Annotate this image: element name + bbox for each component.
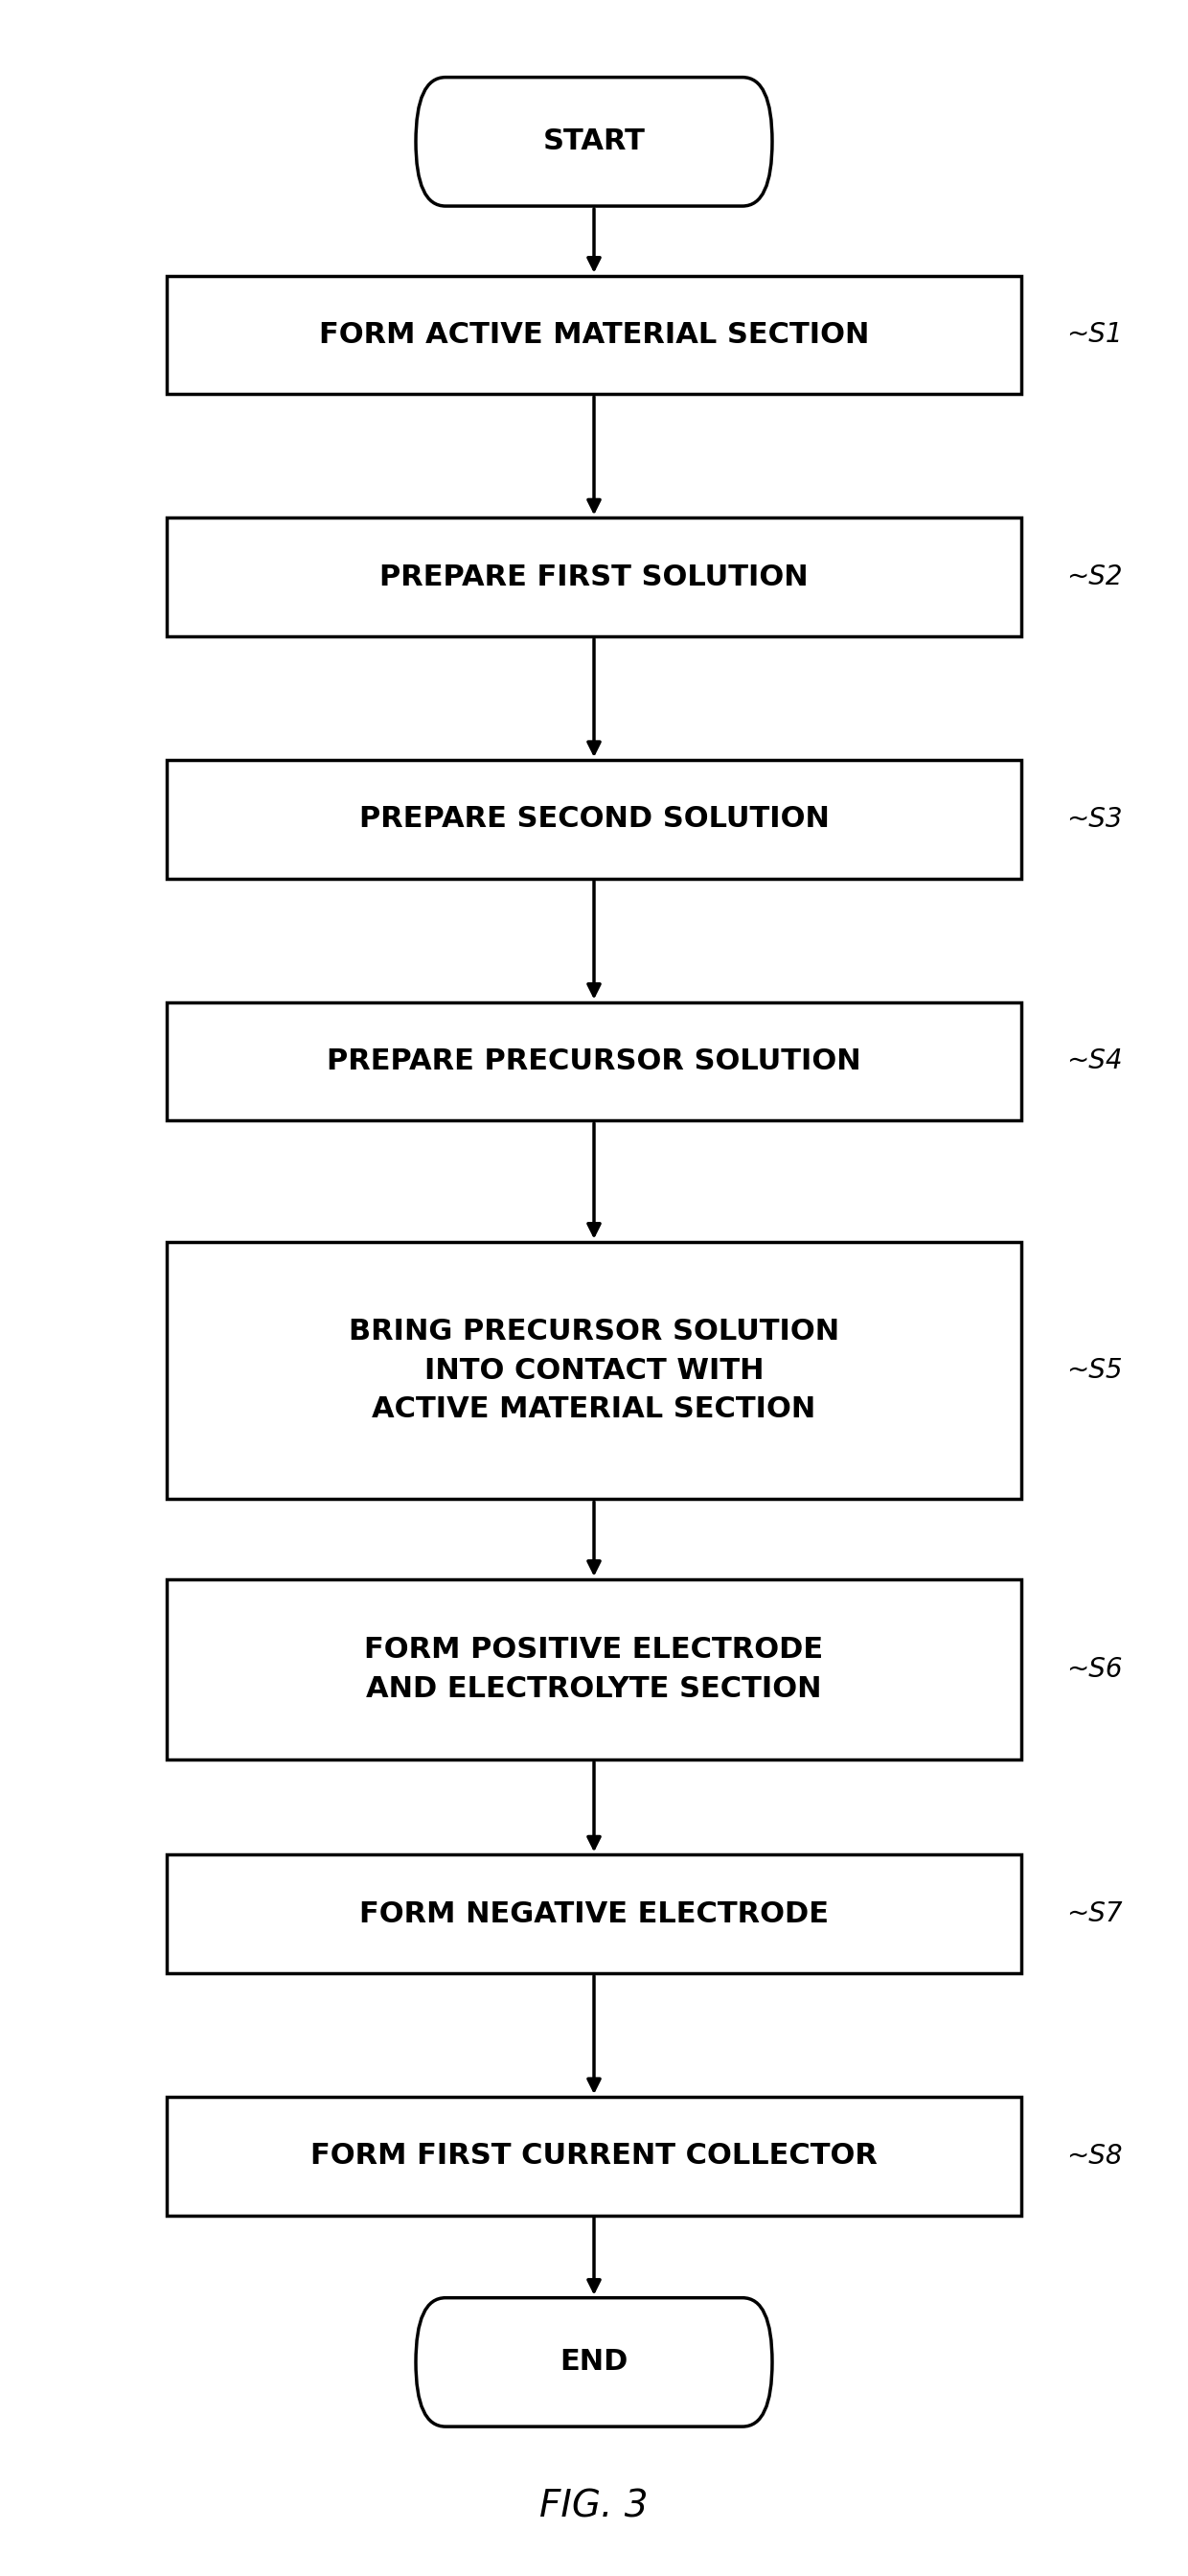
FancyBboxPatch shape [166,1579,1022,1759]
Text: ~S8: ~S8 [1067,2143,1123,2169]
Text: PREPARE FIRST SOLUTION: PREPARE FIRST SOLUTION [380,564,808,590]
Text: ~S3: ~S3 [1067,806,1123,832]
FancyBboxPatch shape [166,1002,1022,1121]
Text: ~S2: ~S2 [1067,564,1123,590]
FancyBboxPatch shape [166,518,1022,636]
Text: PREPARE PRECURSOR SOLUTION: PREPARE PRECURSOR SOLUTION [327,1048,861,1074]
Text: FORM NEGATIVE ELECTRODE: FORM NEGATIVE ELECTRODE [359,1901,829,1927]
Text: FORM POSITIVE ELECTRODE
AND ELECTROLYTE SECTION: FORM POSITIVE ELECTRODE AND ELECTROLYTE … [365,1636,823,1703]
FancyBboxPatch shape [166,276,1022,394]
Text: START: START [543,129,645,155]
Text: FORM ACTIVE MATERIAL SECTION: FORM ACTIVE MATERIAL SECTION [318,322,870,348]
FancyBboxPatch shape [416,77,772,206]
Text: ~S1: ~S1 [1067,322,1123,348]
Text: ~S7: ~S7 [1067,1901,1123,1927]
FancyBboxPatch shape [166,1242,1022,1499]
Text: BRING PRECURSOR SOLUTION
INTO CONTACT WITH
ACTIVE MATERIAL SECTION: BRING PRECURSOR SOLUTION INTO CONTACT WI… [348,1319,840,1422]
Text: FIG. 3: FIG. 3 [539,2488,649,2524]
Text: PREPARE SECOND SOLUTION: PREPARE SECOND SOLUTION [359,806,829,832]
Text: ~S6: ~S6 [1067,1656,1123,1682]
FancyBboxPatch shape [416,2298,772,2427]
Text: ~S5: ~S5 [1067,1358,1123,1383]
FancyBboxPatch shape [166,760,1022,878]
Text: ~S4: ~S4 [1067,1048,1123,1074]
FancyBboxPatch shape [166,1855,1022,1973]
FancyBboxPatch shape [166,2097,1022,2215]
Text: END: END [560,2349,628,2375]
Text: FORM FIRST CURRENT COLLECTOR: FORM FIRST CURRENT COLLECTOR [310,2143,878,2169]
